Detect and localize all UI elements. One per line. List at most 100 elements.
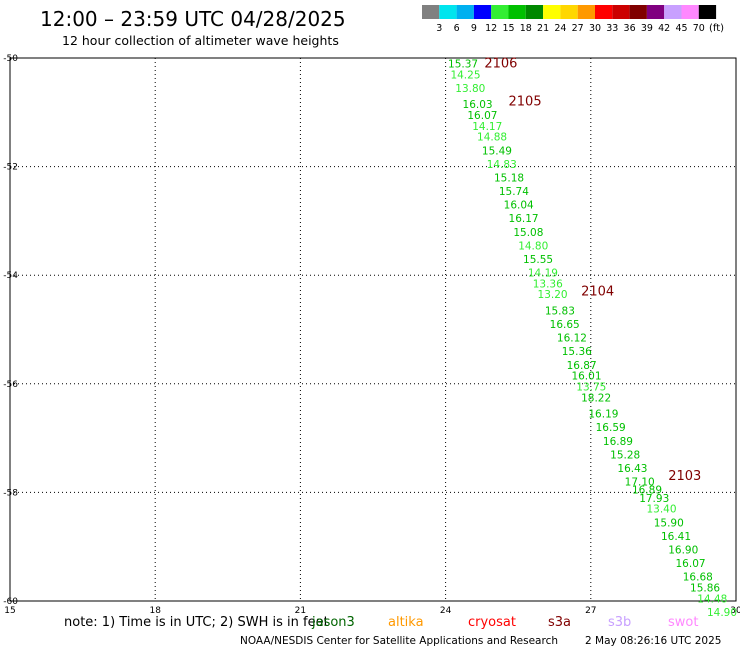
color-bin-swatch — [612, 5, 630, 19]
x-tick-labels: 15 18 21 24 27 30 — [4, 606, 740, 616]
x-tick-label: 21 — [295, 606, 306, 616]
color-bin-label: 15 — [502, 23, 514, 34]
satellite-legend-item: s3b — [608, 615, 631, 630]
y-tick-label: -52 — [3, 163, 18, 173]
color-bin-label: 18 — [520, 23, 532, 34]
wave-height-value: 16.17 — [509, 213, 539, 225]
footer-timestamp: 2 May 08:26:16 UTC 2025 — [585, 635, 721, 647]
wave-height-value: 13.40 — [646, 504, 676, 516]
plot-frame — [9, 57, 737, 602]
track-label: 2106 — [484, 56, 517, 71]
y-tick-label: -54 — [3, 271, 18, 281]
color-bin-label: 24 — [554, 23, 566, 34]
wave-height-value: 13.80 — [455, 83, 485, 95]
wave-height-value: 15.86 — [690, 582, 720, 594]
wave-height-value: 15.74 — [499, 186, 529, 198]
y-tick-label: -56 — [3, 380, 18, 390]
wave-height-value: 16.68 — [683, 572, 713, 584]
wave-height-value: 14.17 — [472, 121, 502, 133]
wave-height-value: 16.03 — [463, 99, 493, 111]
wave-height-value: 15.49 — [482, 145, 512, 157]
color-bin-label: 45 — [675, 23, 687, 34]
wave-height-value: 14.80 — [518, 240, 548, 252]
wave-height-value: 13.20 — [538, 289, 568, 301]
color-bin-swatch — [508, 5, 526, 19]
x-tick-label: 30 — [730, 606, 740, 616]
satellite-legend-item: altika — [388, 615, 424, 630]
track-label: 2105 — [509, 94, 542, 109]
wave-height-value: 15.28 — [610, 449, 640, 461]
footer-credit: NOAA/NESDIS Center for Satellite Applica… — [240, 635, 558, 647]
wave-height-value: 15.08 — [513, 227, 543, 239]
color-bin-swatch — [456, 5, 474, 19]
wave-height-value: 15.55 — [523, 254, 553, 266]
wave-height-value: 16.41 — [661, 531, 691, 543]
color-bin-label: 27 — [572, 23, 584, 34]
wave-height-value: 18.22 — [581, 392, 611, 404]
x-tick-label: 27 — [585, 606, 596, 616]
color-bin-swatch — [595, 5, 613, 19]
color-bin-swatch — [664, 5, 682, 19]
color-bin-swatch — [560, 5, 578, 19]
wave-height-value: 14.90 — [707, 607, 737, 619]
color-bin-swatch — [491, 5, 509, 19]
wave-height-value: 13.36 — [533, 278, 563, 290]
color-bin-swatch — [698, 5, 717, 19]
satellite-legend-item: jason3 — [311, 615, 355, 630]
wave-height-value: 14.25 — [450, 69, 480, 81]
color-bin-swatch — [439, 5, 457, 19]
wave-height-value: 16.87 — [567, 360, 597, 372]
wave-height-value: 17.10 — [625, 477, 655, 489]
x-tick-label: 18 — [149, 606, 161, 616]
wave-height-value: 16.04 — [504, 200, 534, 212]
color-bin-swatch — [525, 5, 544, 19]
wave-height-value: 15.37 — [448, 58, 478, 70]
wave-height-value: 16.89 — [632, 485, 662, 497]
wave-height-value: 16.43 — [617, 463, 647, 475]
track-labels: 2106 2105 2104 2103 — [484, 56, 701, 484]
color-bin-label: 36 — [624, 23, 636, 34]
wave-height-value: 14.19 — [528, 267, 558, 279]
wave-height-value: 16.12 — [557, 333, 587, 345]
color-bin-swatch — [577, 5, 595, 19]
satellite-legend-item: cryosat — [468, 615, 516, 630]
color-bin-swatch — [473, 5, 492, 19]
color-scale-unit: (ft) — [709, 23, 724, 34]
chart-title: 12:00 – 23:59 UTC 04/28/2025 — [40, 7, 346, 31]
wave-height-value: 16.07 — [467, 110, 497, 122]
wave-height-points: 15.3714.2513.8016.0316.0714.1714.8815.49… — [448, 58, 737, 618]
track-label: 2104 — [581, 284, 614, 299]
color-bin-label: 3 — [436, 23, 442, 34]
y-tick-labels: -50 -52 -54 -56 -58 -60 — [3, 54, 18, 607]
color-bin-swatch — [681, 5, 699, 19]
wave-height-value: 16.89 — [603, 436, 633, 448]
wave-height-value: 15.18 — [494, 172, 524, 184]
wave-height-value: 17.93 — [639, 493, 669, 505]
color-scale-legend: 3 6 9 12 15 18 21 24 27 30 33 36 39 42 45 70 — [422, 5, 717, 34]
wave-height-value: 16.01 — [571, 371, 601, 383]
wave-height-value: 16.19 — [588, 409, 618, 421]
chart-subtitle: 12 hour collection of altimeter wave hei… — [62, 33, 339, 48]
x-tick-label: 15 — [4, 606, 15, 616]
satellite-legend-item: s3a — [548, 615, 571, 630]
color-bin-label: 12 — [485, 23, 497, 34]
grid-lines — [10, 58, 736, 601]
color-bin-label: 39 — [641, 23, 653, 34]
satellite-legend: jason3 altika cryosat s3a s3b swot — [311, 615, 698, 630]
y-tick-label: -60 — [3, 597, 18, 607]
color-bin-label: 6 — [454, 23, 460, 34]
x-tick-label: 24 — [440, 606, 452, 616]
wave-height-value: 15.83 — [545, 305, 575, 317]
color-bin-swatch — [422, 5, 440, 19]
track-label: 2103 — [668, 469, 701, 484]
color-bin-swatch — [543, 5, 561, 19]
wave-height-value: 16.90 — [668, 544, 698, 556]
color-bin-label: 21 — [537, 23, 549, 34]
wave-height-value: 16.65 — [550, 319, 580, 331]
color-bin-label: 9 — [471, 23, 477, 34]
wave-height-value: 14.48 — [697, 593, 727, 605]
wave-height-value: 14.83 — [487, 159, 517, 171]
y-tick-label: -58 — [3, 488, 18, 498]
